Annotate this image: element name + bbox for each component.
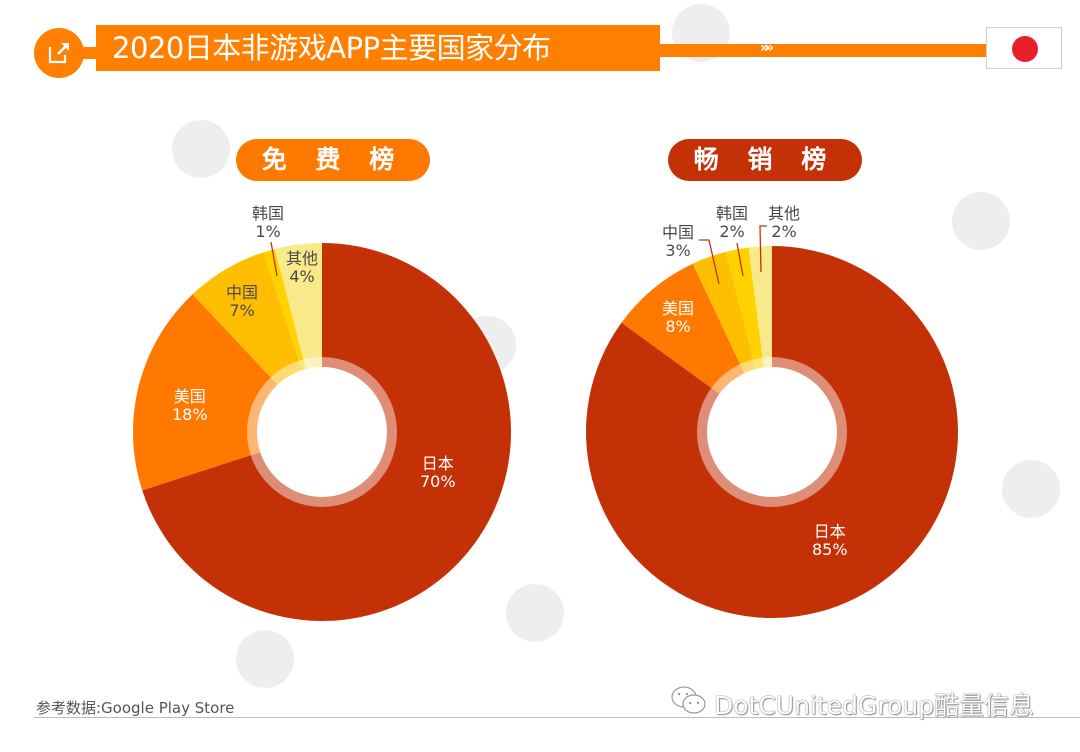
title-underline-bar bbox=[660, 44, 986, 57]
leader-line bbox=[759, 225, 767, 273]
free-chart-title: 免 费 榜 bbox=[236, 139, 430, 181]
page-title: 2020日本非游戏APP主要国家分布 bbox=[96, 25, 660, 71]
label-china-free: 中国 7% bbox=[226, 283, 259, 320]
external-link-icon bbox=[48, 43, 69, 64]
watermark-logo bbox=[172, 120, 230, 178]
label-japan-free: 日本 70% bbox=[420, 454, 456, 491]
data-source-note: 参考数据:Google Play Store bbox=[36, 699, 235, 717]
wechat-icon bbox=[671, 686, 706, 714]
paid-chart-title: 畅 销 榜 bbox=[668, 139, 862, 181]
label-japan-paid: 日本 85% bbox=[812, 522, 848, 559]
donut-hole bbox=[707, 367, 837, 497]
brand-watermark: DotCUnitedGroup酷量信息 bbox=[714, 691, 1035, 720]
label-others-free: 其他 4% bbox=[286, 249, 319, 286]
watermark-logo bbox=[1002, 460, 1060, 518]
title-connector bbox=[80, 47, 100, 59]
label-others-paid: 其他 2% bbox=[768, 204, 801, 241]
label-usa-paid: 美国 8% bbox=[662, 299, 695, 336]
paid-donut-chart bbox=[586, 246, 958, 618]
label-korea-paid: 韩国 2% bbox=[716, 204, 749, 241]
watermark-logo bbox=[506, 584, 564, 642]
watermark-logo bbox=[952, 192, 1010, 250]
label-korea-free: 韩国 1% bbox=[252, 204, 285, 241]
leader-line bbox=[736, 242, 744, 277]
title-icon-badge bbox=[34, 28, 84, 78]
footer-divider bbox=[34, 717, 1080, 718]
japan-flag-icon bbox=[986, 27, 1062, 69]
donut-hole bbox=[257, 367, 387, 497]
label-china-paid: 中国 3% bbox=[662, 223, 695, 260]
leader-line bbox=[699, 239, 720, 285]
leader-line bbox=[270, 241, 278, 277]
watermark-logo bbox=[236, 630, 294, 688]
label-usa-free: 美国 18% bbox=[172, 387, 208, 424]
free-donut-chart bbox=[132, 243, 512, 621]
